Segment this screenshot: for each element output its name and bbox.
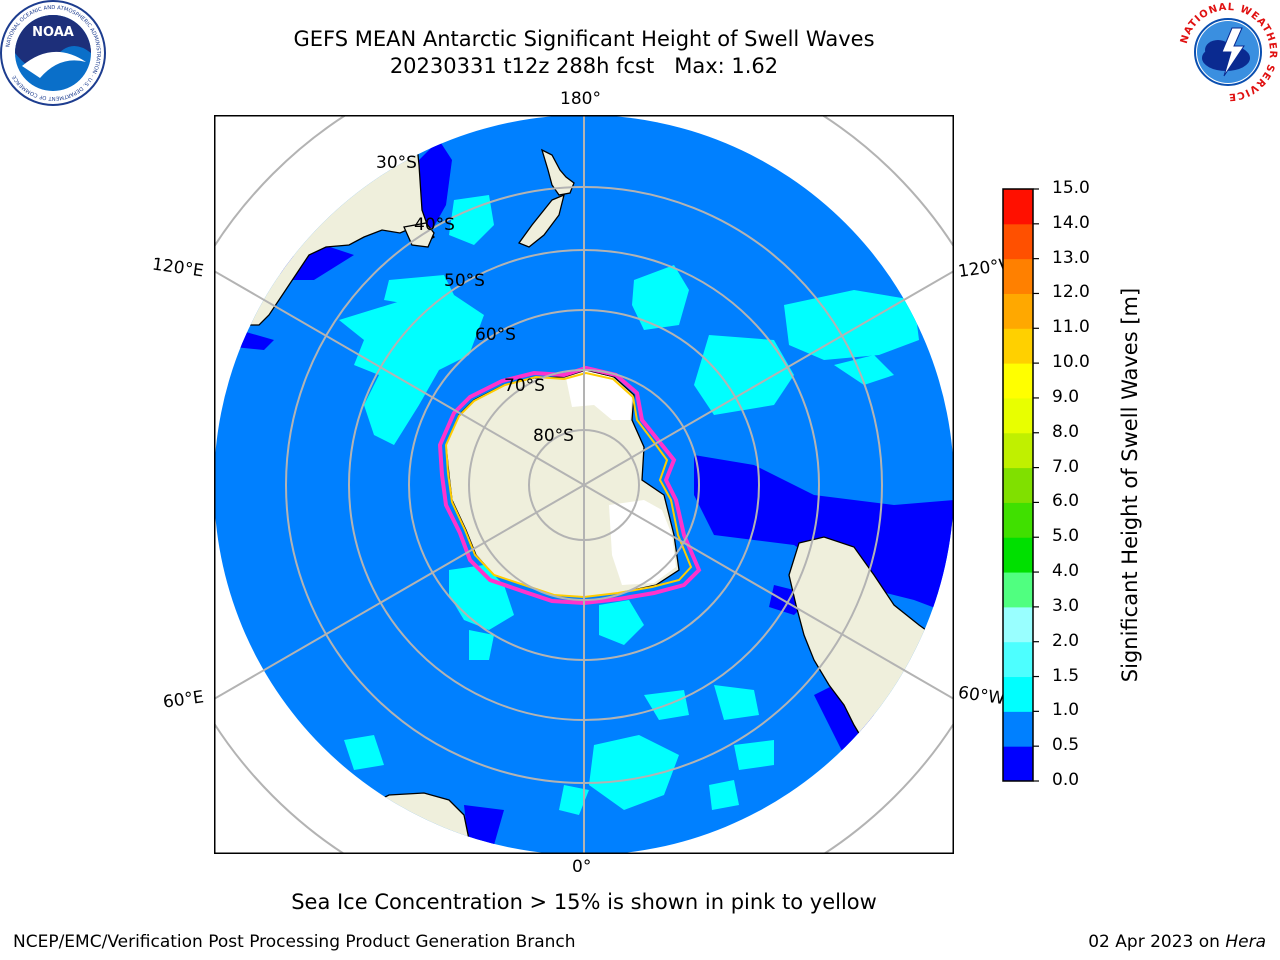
colorbar-segment <box>1003 293 1033 329</box>
colorbar-frame <box>1002 188 1034 782</box>
lat-label-50s: 50°S <box>444 271 485 291</box>
footer-host: Hera <box>1225 932 1266 952</box>
colorbar-tick-label: 2.0 <box>1052 630 1080 651</box>
chart-title: GEFS MEAN Antarctic Significant Height o… <box>293 27 875 51</box>
colorbar-segment <box>1003 537 1033 573</box>
colorbar-segment <box>1003 572 1033 608</box>
colorbar-segment <box>1003 397 1033 434</box>
ice-ross <box>566 371 632 420</box>
colorbar-tick-label: 1.0 <box>1052 700 1080 721</box>
polar-map: 30°S 40°S 50°S 60°S 70°S 80°S <box>214 115 954 854</box>
noaa-logo: NOAA NATIONAL OCEANIC AND ATMOSPHERIC AD… <box>0 0 106 106</box>
colorbar-segment <box>1003 432 1033 469</box>
colorbar <box>1002 188 1039 782</box>
colorbar-tick-label: 4.0 <box>1052 561 1080 582</box>
colorbar-tick-label: 12.0 <box>1052 282 1090 303</box>
lat-label-80s: 80°S <box>533 426 574 446</box>
lat-label-30s: 30°S <box>376 153 417 173</box>
lon-label-60e: 60°E <box>161 687 206 713</box>
lon-label-180: 180° <box>560 89 601 109</box>
swell-patches <box>339 195 919 815</box>
lat-label-40s: 40°S <box>414 215 455 235</box>
lat-label-70s: 70°S <box>504 376 545 396</box>
colorbar-tick-label: 5.0 <box>1052 526 1080 547</box>
colorbar-tick-label: 15.0 <box>1052 178 1090 198</box>
colorbar-tick-label: 10.0 <box>1052 352 1090 373</box>
meridians <box>214 115 954 854</box>
colorbar-segment <box>1003 363 1033 399</box>
svg-text:NOAA: NOAA <box>32 25 74 40</box>
ice-edge-yellow <box>444 371 693 599</box>
colorbar-tick-label: 6.0 <box>1052 491 1080 512</box>
colorbar-segment <box>1003 189 1033 225</box>
colorbar-tick-label: 11.0 <box>1052 317 1090 338</box>
colorbar-segment <box>1003 676 1033 712</box>
colorbar-tick-label: 13.0 <box>1052 247 1090 268</box>
colorbar-segment <box>1003 258 1033 294</box>
colorbar-segment <box>1003 328 1033 364</box>
colorbar-tick-label: 14.0 <box>1052 212 1090 233</box>
colorbar-segment <box>1003 746 1033 782</box>
footer-credit: NCEP/EMC/Verification Post Processing Pr… <box>13 932 576 952</box>
colorbar-tick-label: 9.0 <box>1052 386 1080 407</box>
chart-subtitle: 20230331 t12z 288h fcst Max: 1.62 <box>389 54 779 78</box>
colorbar-segment <box>1003 502 1033 538</box>
colorbar-tick-label: 7.0 <box>1052 456 1080 477</box>
colorbar-segment <box>1003 467 1033 503</box>
map-frame <box>214 115 954 854</box>
colorbar-segment <box>1003 711 1033 747</box>
colorbar-tick-label: 8.0 <box>1052 421 1080 442</box>
colorbar-segment <box>1003 606 1033 643</box>
lon-label-60w: 60°W <box>956 682 1004 710</box>
footer-timestamp: 02 Apr 2023 on Hera <box>1088 932 1266 952</box>
sea-ice-note: Sea Ice Concentration > 15% is shown in … <box>291 890 877 914</box>
colorbar-tick-label: 0.0 <box>1052 770 1080 790</box>
ice-edge-pink <box>437 365 702 606</box>
colorbar-label: Significant Height of Swell Waves [m] <box>1118 287 1142 683</box>
footer-date: 02 Apr 2023 on <box>1088 932 1226 952</box>
lon-label-0: 0° <box>572 857 592 877</box>
lon-label-120w: 120°W <box>956 254 1004 282</box>
colorbar-tick-label: 0.5 <box>1052 735 1080 756</box>
colorbar-tick-label: 3.0 <box>1052 595 1080 616</box>
lat-label-60s: 60°S <box>475 325 516 345</box>
lon-label-120e: 120°E <box>150 254 205 282</box>
colorbar-tick-label: 1.5 <box>1052 665 1080 686</box>
colorbar-segment <box>1003 641 1033 678</box>
nws-logo: NATIONAL WEATHER SERVICE <box>1178 2 1278 102</box>
colorbar-segment <box>1003 223 1033 260</box>
